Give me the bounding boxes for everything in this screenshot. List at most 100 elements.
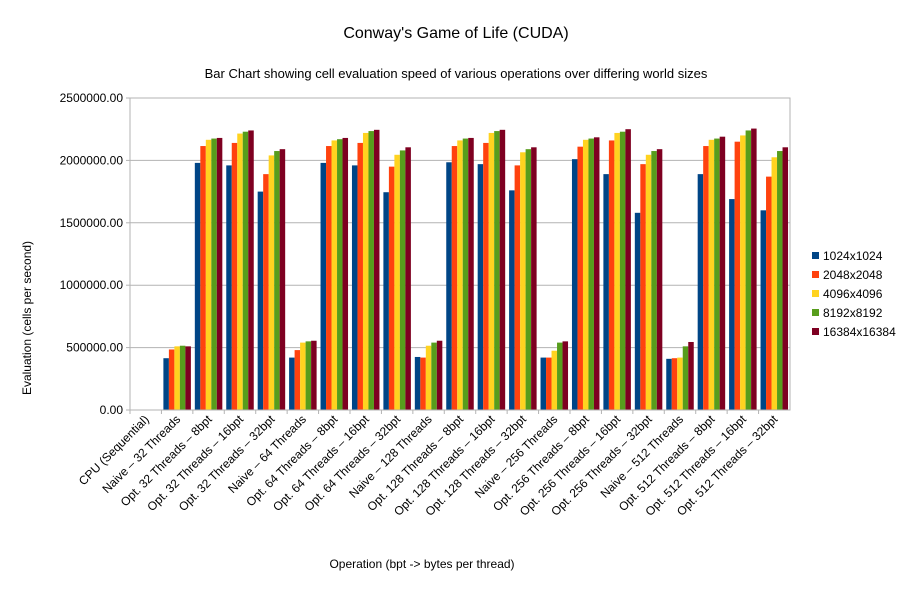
bar bbox=[300, 342, 306, 410]
plot-frame bbox=[129, 97, 791, 411]
bar bbox=[729, 199, 735, 410]
bar bbox=[782, 147, 789, 410]
bar bbox=[582, 139, 589, 411]
bar bbox=[211, 138, 217, 410]
bar bbox=[771, 157, 778, 410]
y-tick-label: 1500000.00 bbox=[60, 216, 124, 230]
bar bbox=[677, 357, 683, 410]
bar bbox=[405, 147, 411, 410]
bar bbox=[766, 176, 772, 410]
legend-label: 1024x1024 bbox=[823, 249, 883, 263]
bar bbox=[179, 345, 186, 410]
bar bbox=[697, 174, 704, 410]
legend-label: 16384x16384 bbox=[823, 325, 896, 339]
bars bbox=[163, 128, 789, 411]
legend-swatch bbox=[812, 309, 819, 316]
bar bbox=[326, 146, 332, 410]
bar bbox=[514, 165, 521, 410]
bar bbox=[436, 340, 443, 410]
bar bbox=[777, 151, 783, 411]
bar bbox=[216, 137, 223, 410]
bar bbox=[719, 136, 726, 411]
bar bbox=[399, 150, 406, 410]
bar bbox=[342, 137, 349, 410]
bar bbox=[546, 357, 552, 410]
bar bbox=[237, 133, 243, 410]
bar bbox=[745, 130, 752, 410]
bar bbox=[734, 141, 741, 410]
bar bbox=[488, 132, 495, 410]
bar bbox=[451, 146, 458, 410]
bar bbox=[634, 212, 641, 410]
bar bbox=[557, 342, 563, 410]
bar bbox=[656, 149, 663, 410]
chart-subtitle: Bar Chart showing cell evaluation speed … bbox=[205, 66, 708, 81]
legend-label: 4096x4096 bbox=[823, 287, 883, 301]
bar bbox=[305, 341, 312, 410]
legend-label: 2048x2048 bbox=[823, 268, 883, 282]
bar bbox=[289, 357, 295, 410]
y-axis-ticks: 0.00 500000.00 1000000.00 1500000.00 2000000… bbox=[60, 91, 130, 417]
bar bbox=[760, 210, 767, 410]
bar bbox=[666, 358, 672, 410]
bar bbox=[483, 142, 489, 411]
bar bbox=[194, 162, 201, 410]
bar bbox=[320, 162, 327, 410]
bar bbox=[703, 146, 709, 410]
bar bbox=[640, 164, 646, 410]
bar bbox=[383, 192, 389, 410]
bar bbox=[682, 346, 689, 410]
bar bbox=[388, 166, 395, 410]
bar bbox=[337, 139, 343, 410]
bar bbox=[477, 164, 484, 410]
legend-swatch bbox=[812, 328, 819, 335]
y-tick-label: 1000000.00 bbox=[60, 278, 124, 292]
y-tick-label: 2000000.00 bbox=[60, 153, 124, 167]
bar bbox=[619, 131, 626, 411]
legend: 1024x1024 2048x2048 4096x4096 8192x8192 1638… bbox=[812, 249, 896, 339]
bar bbox=[671, 358, 678, 410]
bar bbox=[420, 357, 426, 410]
bar bbox=[468, 137, 474, 410]
x-axis-label: Operation (bpt -> bytes per thread) bbox=[329, 557, 514, 571]
bar bbox=[431, 342, 437, 410]
bar bbox=[362, 132, 369, 410]
bar bbox=[714, 138, 720, 410]
bar bbox=[242, 131, 249, 411]
bar bbox=[248, 130, 254, 410]
bar bbox=[294, 350, 301, 410]
bar bbox=[268, 155, 275, 410]
bar bbox=[708, 139, 715, 411]
bar bbox=[571, 159, 578, 410]
bar bbox=[625, 129, 631, 410]
bar bbox=[520, 152, 526, 410]
bar bbox=[593, 137, 600, 410]
bar bbox=[185, 346, 191, 410]
bar bbox=[168, 349, 175, 410]
bar bbox=[651, 151, 657, 411]
bar bbox=[163, 358, 169, 410]
bar bbox=[551, 350, 558, 410]
bar bbox=[608, 140, 615, 410]
bar bbox=[446, 162, 452, 410]
bar bbox=[603, 174, 609, 410]
y-axis-label: Evaluation (cells per second) bbox=[20, 241, 34, 395]
legend-label: 8192x8192 bbox=[823, 306, 883, 320]
bar bbox=[540, 357, 547, 410]
bar bbox=[174, 346, 180, 410]
bar bbox=[394, 154, 400, 410]
bar bbox=[531, 147, 537, 410]
legend-swatch bbox=[812, 290, 819, 297]
bar bbox=[577, 146, 583, 410]
bar bbox=[414, 356, 421, 410]
bar bbox=[457, 140, 463, 410]
bar bbox=[373, 129, 380, 410]
bar bbox=[274, 151, 280, 411]
bar bbox=[614, 132, 620, 410]
bar bbox=[525, 149, 532, 410]
bar bbox=[357, 142, 363, 411]
bar bbox=[311, 340, 317, 410]
bar bbox=[226, 165, 232, 410]
